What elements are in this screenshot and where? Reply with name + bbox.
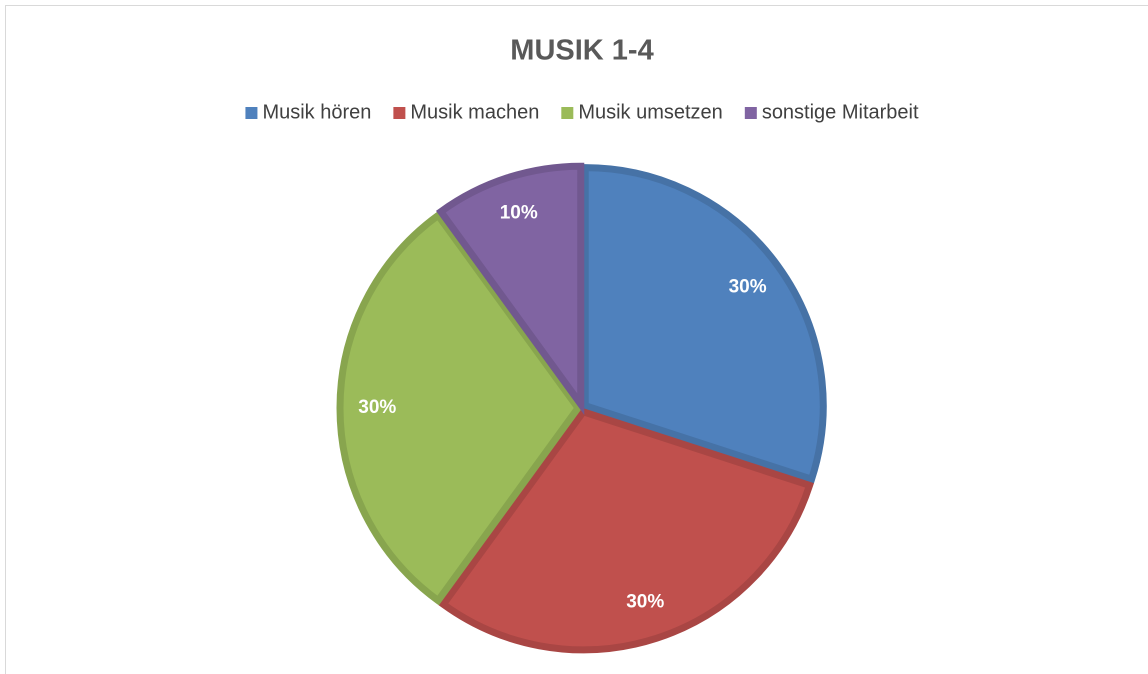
legend-label: sonstige Mitarbeit [762,101,919,123]
data-label: 10% [500,202,538,223]
legend-swatch [744,107,757,119]
data-label: 30% [729,277,767,298]
pie-slice [438,407,815,654]
pie-slice [435,162,585,415]
chart-title: MUSIK 1-4 [510,35,653,67]
legend-swatch [393,107,406,119]
legend: Musik hören Musik machen Musik umsetzen son… [245,101,919,123]
legend-label: Musik machen [410,101,539,123]
legend-label: Musik hören [262,101,371,123]
pie-slice [336,210,583,606]
legend-swatch [561,107,574,119]
data-label: 30% [626,592,664,613]
legend-swatch [245,107,258,119]
legend-label: Musik umsetzen [578,101,723,123]
data-label: 30% [358,397,396,418]
pie-slice [581,164,827,484]
